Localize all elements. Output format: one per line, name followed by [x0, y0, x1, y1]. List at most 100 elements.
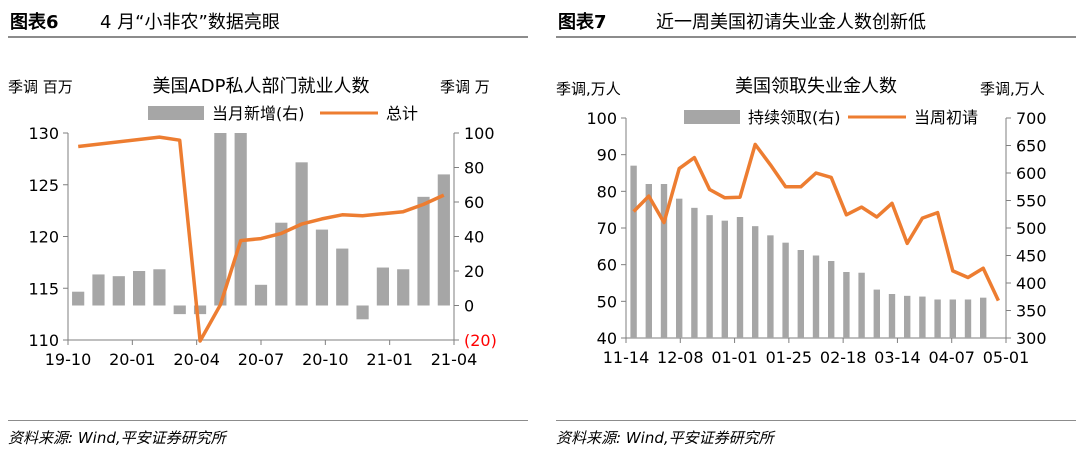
- chart-title: 美国ADP私人部门就业人数: [152, 76, 369, 97]
- bar: [888, 294, 896, 338]
- x-tick-label: 19-10: [45, 350, 92, 369]
- x-tick-label: 05-01: [983, 348, 1030, 367]
- bar: [254, 284, 268, 306]
- right-axis-unit: 季调,万人: [980, 80, 1045, 98]
- left-axis-unit: 季调,万人: [556, 80, 621, 98]
- figure-panel-left: 图表6 4 月“小非农”数据亮眼 美国ADP私人部门就业人数 季调 百万 季调 万当…: [8, 0, 528, 460]
- x-tick-label: 01-01: [711, 348, 758, 367]
- left-tick-label: 40: [597, 329, 617, 348]
- left-tick-label: 120: [28, 228, 59, 247]
- bar: [934, 299, 941, 338]
- bar: [133, 271, 146, 306]
- right-tick-label: 650: [1016, 137, 1047, 156]
- bar: [336, 248, 349, 306]
- bar: [193, 305, 207, 315]
- bar: [964, 299, 972, 338]
- bar: [660, 184, 668, 338]
- bar: [843, 272, 850, 338]
- bar: [417, 196, 430, 306]
- bar: [630, 165, 637, 338]
- figure-title: 4 月“小非农”数据亮眼: [100, 12, 280, 33]
- legend-line-label: 总计: [386, 104, 418, 123]
- bar: [234, 133, 247, 306]
- right-tick-label: 700: [1016, 109, 1047, 128]
- bar: [767, 235, 774, 338]
- bar: [437, 174, 450, 306]
- bar: [721, 220, 728, 338]
- series-line: [632, 142, 1000, 302]
- bar: [645, 184, 652, 338]
- bar: [752, 226, 759, 338]
- right-tick-label: 350: [1016, 302, 1047, 321]
- bar: [691, 207, 698, 338]
- bar: [92, 274, 105, 306]
- left-tick-label: 115: [28, 279, 59, 298]
- bar: [919, 296, 926, 338]
- legend-bar-swatch: [684, 110, 740, 124]
- right-tick-label: 60: [464, 193, 484, 212]
- bar: [904, 295, 911, 338]
- x-tick-label: 02-18: [820, 348, 867, 367]
- bar: [812, 255, 820, 338]
- bar: [980, 297, 987, 338]
- x-tick-label: 21-04: [431, 350, 478, 369]
- legend-bar-swatch: [148, 106, 204, 120]
- right-tick-label: 80: [464, 159, 484, 178]
- left-axis-unit: 季调 百万: [8, 78, 73, 96]
- figure-panel-right: 图表7 近一周美国初请失业金人数创新低 美国领取失业金人数 季调,万人 季调,万人持…: [556, 0, 1076, 460]
- x-tick-label: 03-14: [874, 348, 921, 367]
- bar: [173, 305, 186, 315]
- left-tick-label: 100: [586, 109, 617, 128]
- x-tick-label: 01-25: [766, 348, 813, 367]
- legend-bar-label: 持续领取(右): [748, 108, 841, 127]
- bar: [706, 215, 713, 338]
- x-tick-label: 20-01: [109, 350, 156, 369]
- legend-line-label: 当周初请: [914, 108, 978, 127]
- right-tick-label: 100: [464, 124, 495, 143]
- bar: [397, 269, 410, 306]
- figure-title: 近一周美国初请失业金人数创新低: [656, 12, 926, 33]
- chart-title: 美国领取失业金人数: [735, 76, 897, 97]
- figure-number: 图表7: [558, 12, 607, 33]
- right-tick-label: 20: [464, 262, 484, 281]
- source-note: 资料来源: Wind,平安证券研究所: [8, 420, 528, 448]
- right-tick-label: 500: [1016, 219, 1047, 238]
- right-tick-label: 600: [1016, 164, 1047, 183]
- left-tick-label: 80: [597, 182, 617, 201]
- right-tick-label: 400: [1016, 274, 1047, 293]
- bar: [949, 299, 956, 338]
- figure-header: 图表7 近一周美国初请失业金人数创新低: [556, 4, 1076, 38]
- bar: [356, 305, 369, 320]
- x-tick-label: 20-07: [238, 350, 285, 369]
- x-tick-label: 21-01: [366, 350, 413, 369]
- bar: [275, 222, 288, 306]
- x-tick-label: 04-07: [928, 348, 975, 367]
- bar: [873, 289, 880, 338]
- bar: [736, 217, 744, 338]
- right-axis-unit: 季调 万: [440, 78, 490, 96]
- right-tick-label: 0: [464, 297, 474, 316]
- right-tick-label: 300: [1016, 329, 1047, 348]
- x-tick-label: 20-04: [173, 350, 220, 369]
- x-tick-label: 20-10: [302, 350, 349, 369]
- left-tick-label: 50: [597, 292, 617, 311]
- right-tick-label: 550: [1016, 192, 1047, 211]
- bar: [153, 269, 166, 306]
- left-tick-label: 90: [597, 146, 617, 165]
- right-tick-label: (20): [464, 331, 497, 350]
- bar: [72, 291, 85, 306]
- left-tick-label: 130: [28, 124, 59, 143]
- bar: [315, 229, 329, 306]
- left-tick-label: 110: [28, 331, 59, 350]
- bar: [828, 261, 835, 338]
- left-tick-label: 60: [597, 256, 617, 275]
- bar: [797, 250, 804, 338]
- figure-number: 图表6: [10, 12, 59, 33]
- source-note: 资料来源: Wind,平安证券研究所: [556, 420, 1076, 448]
- x-tick-label: 11-14: [603, 348, 650, 367]
- bar: [858, 272, 865, 338]
- figure-header: 图表6 4 月“小非农”数据亮眼: [8, 4, 528, 38]
- right-tick-label: 40: [464, 228, 484, 247]
